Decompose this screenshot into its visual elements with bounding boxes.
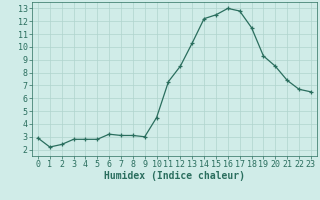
X-axis label: Humidex (Indice chaleur): Humidex (Indice chaleur) bbox=[104, 171, 245, 181]
